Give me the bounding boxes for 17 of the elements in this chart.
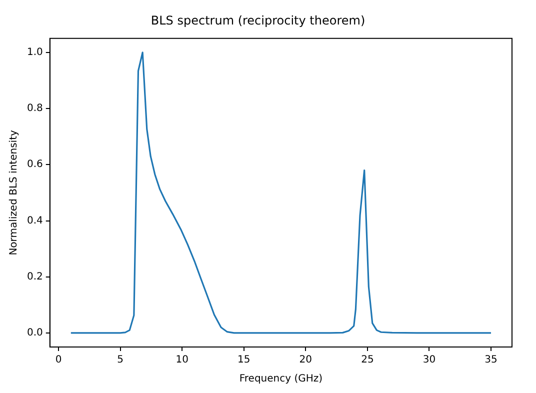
x-tick-label: 10 bbox=[176, 354, 188, 366]
x-tick-label: 35 bbox=[484, 354, 498, 366]
x-tick-label: 0 bbox=[55, 354, 62, 366]
y-tick-label: 0.4 bbox=[26, 215, 43, 226]
x-tick-label: 25 bbox=[361, 354, 374, 366]
chart-title: BLS spectrum (reciprocity theorem) bbox=[150, 13, 366, 28]
y-tick-label: 0.6 bbox=[26, 159, 43, 170]
x-axis-title: Frequency (GHz) bbox=[239, 374, 323, 385]
y-tick-label: 0.2 bbox=[26, 271, 43, 282]
x-tick-label: 20 bbox=[299, 354, 312, 366]
y-tick-label: 0.8 bbox=[26, 103, 43, 114]
x-tick-label: 5 bbox=[117, 354, 124, 366]
y-tick-label: 1.0 bbox=[26, 47, 43, 58]
x-tick-label: 15 bbox=[238, 354, 250, 366]
y-axis-title: Normalized BLS intensity bbox=[8, 130, 20, 256]
y-tick-label: 0.0 bbox=[26, 328, 43, 339]
x-tick-label: 30 bbox=[422, 354, 436, 366]
